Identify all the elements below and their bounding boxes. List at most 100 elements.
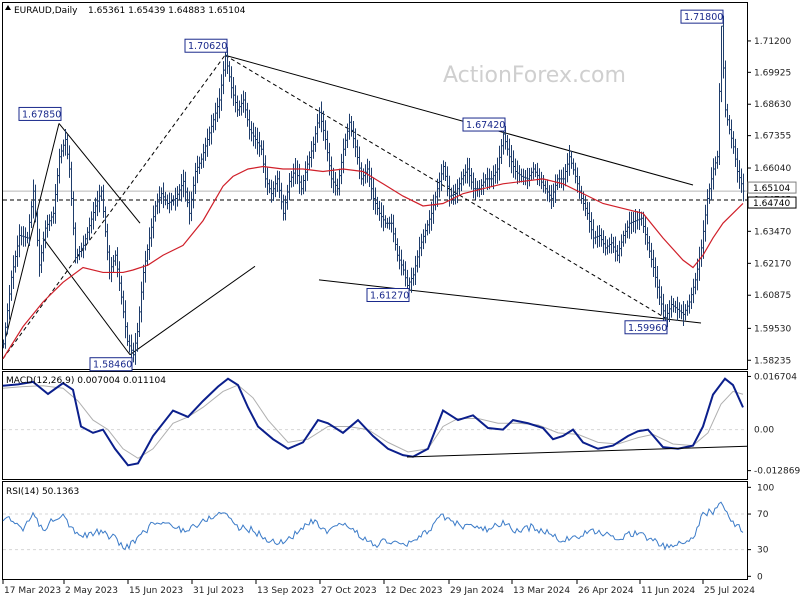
price-bar: [490, 170, 493, 187]
price-bar: [28, 214, 31, 247]
price-bar: [730, 119, 733, 149]
price-bar: [494, 164, 497, 184]
price-bar: [126, 322, 129, 346]
price-bar: [124, 300, 127, 339]
price-bar: [324, 120, 327, 150]
price-tick-label: 1.58235: [754, 356, 791, 366]
date-tick-label: 2 May 2023: [65, 586, 118, 596]
price-bar: [98, 184, 101, 213]
price-bar: [244, 91, 247, 118]
price-bar: [254, 126, 257, 149]
price-bar: [152, 205, 155, 239]
date-tick-label: 17 Mar 2023: [4, 586, 61, 596]
price-bar: [156, 193, 159, 215]
price-bar: [526, 167, 529, 189]
price-bar: [632, 211, 635, 233]
pivot-label-text: 1.67850: [22, 109, 61, 120]
price-bar: [552, 183, 555, 208]
price-bar: [498, 145, 501, 181]
price-bar: [478, 180, 481, 198]
price-bar: [426, 220, 429, 236]
price-bar: [586, 201, 589, 220]
price-bar: [606, 239, 609, 255]
price-bar: [258, 131, 261, 157]
price-bar: [466, 157, 469, 184]
price-bar: [704, 204, 707, 242]
price-bar: [404, 261, 407, 287]
price-bar: [728, 115, 731, 135]
macd-layer: [2, 377, 748, 467]
price-bar: [18, 224, 21, 258]
price-bar: [262, 140, 265, 174]
date-tick-label: 27 Oct 2023: [321, 586, 377, 596]
price-bar: [460, 171, 463, 192]
pivot-label-text: 1.71800: [684, 12, 723, 23]
price-bar: [250, 121, 253, 142]
price-bar: [64, 129, 67, 156]
price-bar: [164, 191, 167, 206]
price-bar: [608, 237, 611, 254]
header: EURAUD,Daily 1.65361 1.65439 1.64883 1.6…: [3, 3, 246, 16]
date-tick-label: 13 Mar 2024: [513, 586, 570, 596]
date-tick-label: 25 Jul 2024: [704, 586, 755, 596]
price-bar: [682, 301, 685, 326]
price-bar: [670, 295, 673, 318]
price-bar: [714, 156, 717, 176]
price-bar: [170, 192, 173, 211]
price-bar: [158, 186, 161, 214]
price-bar: [194, 162, 197, 195]
price-bar: [382, 205, 385, 232]
price-bar: [734, 138, 737, 168]
price-bar: [348, 113, 351, 140]
price-bar: [186, 187, 189, 208]
price-bar: [144, 250, 147, 283]
pivot-label-box: [89, 357, 133, 372]
ohlc-values: 1.65361 1.65439 1.64883 1.65104: [88, 6, 246, 16]
price-bar: [274, 175, 277, 198]
price-bar: [34, 184, 37, 223]
price-bar: [196, 155, 199, 184]
price-bar: [420, 233, 423, 257]
price-bar: [644, 216, 647, 245]
price-layer: 1.67850 1.70620 1.58460 1.61270 1.67420 1.599…: [2, 9, 747, 372]
pivot-label: 1.61270: [366, 288, 410, 303]
price-bar: [468, 157, 471, 187]
symbol-title: EURAUD,Daily: [14, 6, 78, 16]
price-bar: [678, 302, 681, 319]
price-bar: [84, 233, 87, 251]
price-bar: [368, 160, 371, 188]
price-bar: [558, 169, 561, 189]
price-bar: [456, 179, 459, 204]
price-bar: [570, 151, 573, 169]
price-bar: [44, 220, 47, 249]
price-bar: [628, 211, 631, 239]
price-bar: [118, 261, 121, 292]
price-bar: [142, 264, 145, 300]
price-bar: [214, 102, 217, 131]
price-bar: [434, 191, 437, 211]
trendline-left-down: [58, 123, 141, 224]
price-bar: [276, 170, 279, 193]
price-marker-box: [747, 181, 797, 194]
price-bar: [512, 150, 515, 178]
price-bar: [344, 133, 347, 156]
price-bar: [100, 186, 103, 201]
price-bar: [626, 220, 629, 239]
price-bar: [80, 242, 83, 258]
price-bar: [78, 245, 81, 261]
trendline-left-cross: [42, 237, 131, 356]
price-bar: [212, 113, 215, 133]
price-bar: [260, 140, 263, 156]
price-bar: [130, 334, 133, 362]
price-bar: [388, 216, 391, 230]
price-bar: [510, 145, 513, 174]
price-bar: [278, 171, 281, 199]
price-bar: [482, 172, 485, 196]
price-bar: [204, 137, 207, 161]
price-bar: [604, 236, 607, 256]
price-bar: [154, 200, 157, 222]
price-bar: [286, 184, 289, 210]
price-bar: [562, 167, 565, 191]
price-bar: [4, 322, 7, 349]
